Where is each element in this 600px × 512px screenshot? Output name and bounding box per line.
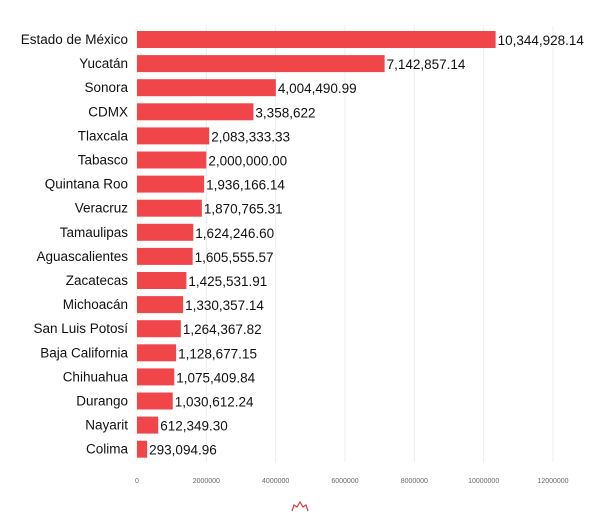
category-label: Tabasco — [78, 153, 128, 168]
category-label: Nayarit — [85, 418, 128, 433]
value-label: 1,330,357.14 — [185, 298, 264, 313]
category-label: CDMX — [88, 104, 128, 119]
bar — [137, 440, 148, 458]
category-label: Tlaxcala — [78, 128, 129, 143]
category-label: Estado de México — [21, 32, 128, 47]
bar — [137, 392, 173, 410]
category-label: Quintana Roo — [45, 177, 128, 192]
category-label: Chihuahua — [63, 369, 129, 384]
value-label: 10,344,928.14 — [498, 33, 585, 48]
bar — [137, 79, 276, 97]
value-label: 3,358,622 — [255, 105, 315, 120]
logo-icon — [291, 500, 309, 512]
bar — [137, 368, 175, 386]
category-label: Sonora — [84, 80, 128, 95]
value-label: 7,142,857.14 — [387, 57, 466, 72]
bar — [137, 199, 202, 217]
bar — [137, 175, 205, 193]
x-tick-label: 10000000 — [468, 478, 499, 485]
x-tick-label: 8000000 — [401, 478, 428, 485]
value-label: 2,083,333.33 — [211, 129, 290, 144]
bar — [137, 247, 193, 265]
category-label: Baja California — [40, 345, 128, 360]
bar — [137, 31, 496, 48]
value-label: 293,094.96 — [149, 443, 217, 458]
value-label: 2,000,000.00 — [208, 154, 287, 169]
value-label: 1,075,409.84 — [176, 370, 255, 385]
value-label: 612,349.30 — [160, 419, 228, 434]
value-label: 1,425,531.91 — [188, 274, 267, 289]
bar — [137, 151, 207, 169]
category-label: Yucatán — [79, 56, 128, 71]
value-label: 1,605,555.57 — [195, 250, 274, 265]
value-label: 1,624,246.60 — [195, 226, 274, 241]
category-label: San Luis Potosí — [33, 321, 128, 336]
category-label: Veracruz — [75, 201, 129, 216]
bar — [137, 55, 385, 73]
bar — [137, 296, 184, 314]
value-label: 1,936,166.14 — [206, 178, 285, 193]
bar — [137, 320, 181, 338]
category-label: Aguascalientes — [36, 249, 128, 264]
value-label: 1,030,612.24 — [175, 395, 254, 410]
x-tick-label: 0 — [135, 478, 139, 485]
category-label: Zacatecas — [66, 273, 129, 288]
x-tick-label: 4000000 — [262, 478, 289, 485]
x-tick-label: 12000000 — [537, 478, 568, 485]
category-label: Durango — [76, 394, 128, 409]
bar — [137, 103, 254, 121]
value-label: 4,004,490.99 — [278, 81, 357, 96]
value-label: 1,264,367.82 — [183, 322, 262, 337]
value-label: 1,870,765.31 — [204, 202, 283, 217]
x-tick-label: 6000000 — [331, 478, 358, 485]
category-label: Colima — [86, 442, 129, 457]
value-label: 1,128,677.15 — [178, 346, 257, 361]
category-label: Michoacán — [63, 297, 128, 312]
bar — [137, 344, 177, 362]
x-tick-label: 2000000 — [193, 478, 220, 485]
bar — [137, 416, 159, 434]
category-label: Tamaulipas — [60, 225, 129, 240]
bar — [137, 223, 194, 241]
bar — [137, 272, 187, 289]
bar — [137, 127, 210, 145]
